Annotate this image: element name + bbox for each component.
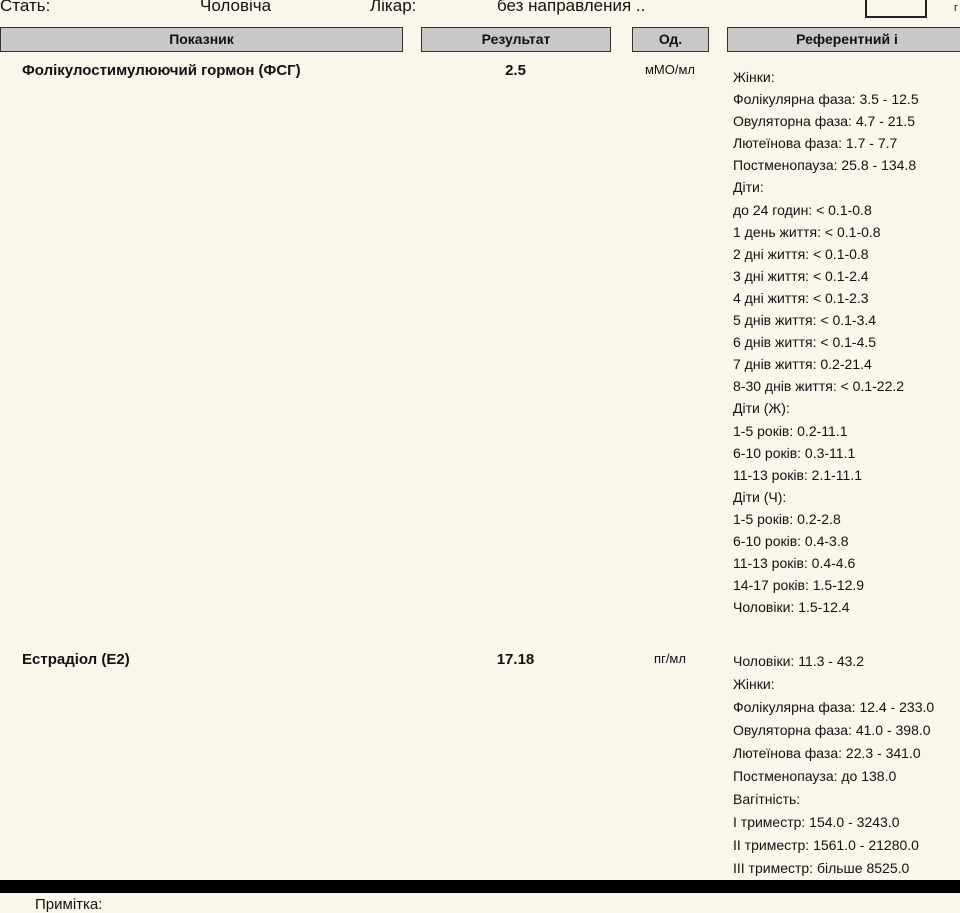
reference-line: 7 днів життя: 0.2-21.4	[733, 356, 872, 373]
header-unit: Од.	[632, 27, 709, 52]
reference-line: Чоловіки: 11.3 - 43.2	[733, 653, 865, 669]
reference-line: Чоловіки: 1.5-12.4	[733, 599, 850, 616]
reference-line: Постменопауза: 25.8 - 134.8	[733, 157, 917, 174]
header-indicator: Показник	[0, 27, 403, 52]
indicator-name: Естрадіол (Е2)	[22, 651, 130, 668]
result-value: 2.5	[505, 62, 526, 79]
reference-line: 6-10 років: 0.4-3.8	[733, 532, 849, 549]
stamp-box	[865, 0, 927, 18]
reference-line: II триместр: 1561.0 - 21280.0	[733, 837, 919, 853]
reference-line: 1 день життя: < 0.1-0.8	[733, 223, 881, 240]
reference-line: Лютеїнова фаза: 22.3 - 341.0	[733, 745, 921, 761]
sex-label: Стать:	[0, 0, 51, 15]
reference-line: 6 днів життя: < 0.1-4.5	[733, 334, 877, 351]
doctor-label: Лікар:	[370, 0, 417, 15]
reference-line: Лютеїнова фаза: 1.7 - 7.7	[733, 135, 898, 152]
header-result: Результат	[421, 27, 611, 52]
result-value: 17.18	[496, 651, 535, 668]
reference-line: Фолікулярна фаза: 12.4 - 233.0	[733, 699, 935, 715]
divider-bar	[0, 880, 960, 893]
reference-line: 4 дні життя: < 0.1-2.3	[733, 289, 869, 306]
cut-text: г	[954, 2, 959, 14]
reference-line: до 24 годин: < 0.1-0.8	[733, 201, 872, 218]
reference-line: 5 днів життя: < 0.1-3.4	[733, 312, 877, 329]
reference-line: 11-13 років: 0.4-4.6	[733, 555, 856, 572]
reference-line: 8-30 днів життя: < 0.1-22.2	[733, 378, 905, 395]
reference-line: Діти:	[733, 179, 764, 196]
reference-line: 6-10 років: 0.3-11.1	[733, 444, 856, 461]
reference-line: Жінки:	[733, 676, 775, 692]
sex-value: Чоловіча	[200, 0, 272, 15]
reference-line: I триместр: 154.0 - 3243.0	[733, 814, 900, 830]
reference-range: Чоловіки: 11.3 - 43.2 Жінки: Фолікулярна ф…	[733, 650, 934, 880]
unit: пг/мл	[654, 651, 686, 666]
reference-line: 14-17 років: 1.5-12.9	[733, 577, 865, 594]
reference-line: Фолікулярна фаза: 3.5 - 12.5	[733, 91, 919, 108]
unit: мМО/мл	[644, 62, 695, 77]
reference-line: 11-13 років: 2.1-11.1	[733, 466, 863, 483]
note-label: Примітка:	[35, 896, 103, 913]
reference-line: 1-5 років: 0.2-2.8	[733, 510, 841, 527]
reference-line: 3 дні життя: < 0.1-2.4	[733, 267, 869, 284]
reference-range: Жінки: Фолікулярна фаза: 3.5 - 12.5 Овулят…	[733, 66, 919, 618]
reference-line: Вагітність:	[733, 791, 801, 807]
reference-line: Овуляторна фаза: 41.0 - 398.0	[733, 722, 931, 738]
reference-line: 2 дні життя: < 0.1-0.8	[733, 245, 869, 262]
reference-line: Діти (Ж):	[733, 400, 790, 417]
reference-line: Постменопауза: до 138.0	[733, 768, 897, 784]
reference-line: Жінки:	[733, 69, 775, 85]
reference-line: III триместр: більше 8525.0	[733, 860, 910, 876]
doctor-value: без направления ..	[497, 0, 646, 15]
indicator-name: Фолікулостимулюючий гормон (ФСГ)	[22, 62, 301, 79]
reference-line: 1-5 років: 0.2-11.1	[733, 422, 848, 439]
reference-line: Діти (Ч):	[733, 488, 787, 505]
header-reference: Референтний і	[727, 27, 960, 52]
reference-line: Овуляторна фаза: 4.7 - 21.5	[733, 113, 915, 130]
